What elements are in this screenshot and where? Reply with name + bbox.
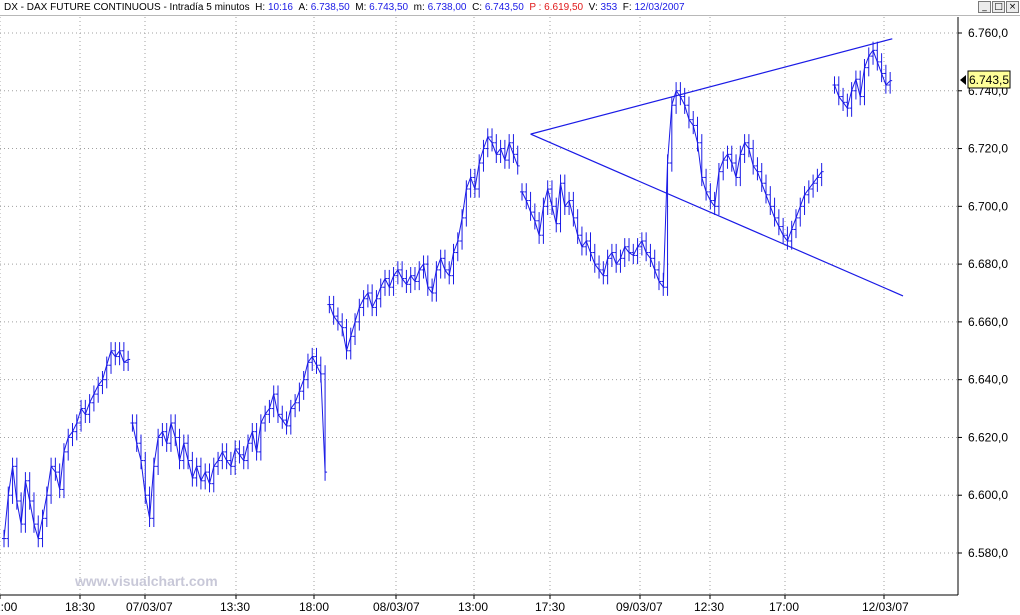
- last-price-label: 6.743,5: [969, 73, 1009, 87]
- x-tick-label: 13:30: [220, 600, 250, 614]
- x-tick-label: 08/03/07: [373, 600, 420, 614]
- x-tick-label: 13:00: [458, 600, 488, 614]
- maximize-button[interactable]: □: [992, 1, 1005, 13]
- y-tick-label: 6.640,0: [968, 373, 1008, 387]
- h-value: 10:16: [267, 2, 293, 13]
- f-value: 12/03/2007: [634, 2, 685, 13]
- x-tick-label: 17:00: [769, 600, 799, 614]
- plot-area[interactable]: [0, 17, 958, 595]
- x-tick-label: 17:30: [535, 600, 565, 614]
- watermark-text: www.visualchart.com: [74, 573, 218, 589]
- x-tick-label: 18:00: [299, 600, 329, 614]
- y-tick-label: 6.620,0: [968, 430, 1008, 444]
- price-series-line: [3, 349, 129, 539]
- trendlines[interactable]: [530, 38, 904, 297]
- trendline[interactable]: [530, 38, 893, 135]
- m-value: 6.743,50: [369, 2, 409, 13]
- c-label: C:: [472, 2, 483, 13]
- min-label: m:: [413, 2, 425, 13]
- m-label: M:: [355, 2, 367, 13]
- chart-header: DX - DAX FUTURE CONTINUOUS - Intradía 5 …: [4, 2, 685, 14]
- h-label: H:: [255, 2, 266, 13]
- x-tick-label: 07/03/07: [126, 600, 173, 614]
- y-tick-label: 6.600,0: [968, 488, 1008, 502]
- x-tick-label: 2:00: [0, 600, 18, 614]
- y-tick-label: 6.760,0: [968, 26, 1008, 40]
- f-label: F:: [622, 2, 632, 13]
- p-value: 6.619,50: [544, 2, 584, 13]
- grid-lines: [0, 17, 958, 595]
- y-tick-label: 6.720,0: [968, 142, 1008, 156]
- x-tick-label: 12:30: [694, 600, 724, 614]
- title-bar[interactable]: DX - DAX FUTURE CONTINUOUS - Intradía 5 …: [0, 0, 1020, 16]
- time-axis: 2:00 18:30 07/03/07 13:30 18:00 08/03/07 13:00…: [0, 595, 909, 614]
- price-bars: [2, 41, 893, 548]
- v-label: V:: [588, 2, 598, 13]
- close-button[interactable]: ×: [1006, 1, 1019, 13]
- min-value: 6.738,00: [427, 2, 467, 13]
- a-label: A:: [298, 2, 308, 13]
- x-tick-label: 18:30: [65, 600, 95, 614]
- p-label: P :: [529, 2, 542, 13]
- price-series-line: [834, 49, 891, 110]
- y-tick-label: 6.660,0: [968, 315, 1008, 329]
- last-price-marker: 6.743,5: [960, 70, 1011, 89]
- price-series-line: [521, 89, 823, 289]
- x-tick-label: 09/03/07: [616, 600, 663, 614]
- a-value: 6.738,50: [310, 2, 350, 13]
- minimize-button[interactable]: _: [978, 1, 991, 13]
- v-value: 353: [600, 2, 618, 13]
- symbol-label: DX - DAX FUTURE CONTINUOUS - Intradía 5 …: [4, 2, 250, 13]
- price-axis: 6.760,06.740,06.720,06.700,06.680,06.660…: [958, 26, 1008, 560]
- c-value: 6.743,50: [484, 2, 524, 13]
- x-tick-label: 12/03/07: [862, 600, 909, 614]
- trendline[interactable]: [530, 133, 904, 297]
- y-tick-label: 6.700,0: [968, 199, 1008, 213]
- price-series-line: [131, 355, 326, 519]
- y-tick-label: 6.580,0: [968, 546, 1008, 560]
- price-series-line: [328, 135, 519, 351]
- y-tick-label: 6.680,0: [968, 257, 1008, 271]
